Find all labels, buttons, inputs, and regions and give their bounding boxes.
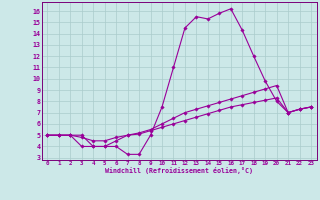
X-axis label: Windchill (Refroidissement éolien,°C): Windchill (Refroidissement éolien,°C) bbox=[105, 167, 253, 174]
